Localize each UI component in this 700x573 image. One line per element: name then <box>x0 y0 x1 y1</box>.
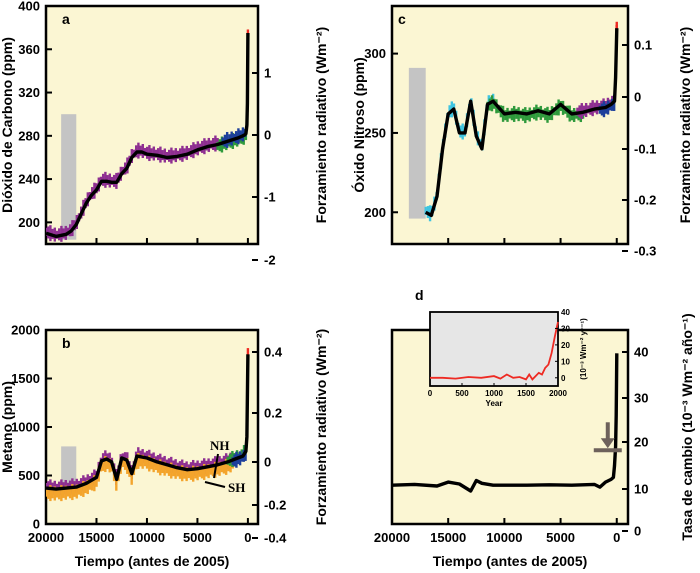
panel-letter-a: a <box>62 11 70 27</box>
inset-ylabel: (10⁻³ Wm⁻² yr⁻¹) <box>579 318 588 380</box>
inset-y-tick-label: 40 <box>561 308 570 317</box>
x-tick-label: 0 <box>244 530 251 545</box>
panel-a-ylabel: Dióxido de Carbono (ppm) <box>0 37 15 213</box>
panel-d-ylabel-right: Tasa de cambio (10⁻³ Wm⁻² año⁻¹) <box>679 313 695 540</box>
y-tick-label: 500 <box>18 468 40 483</box>
panel-letter-c: c <box>398 11 406 27</box>
panel-c-ylabel-right: Forzamiento radiativo (Wm⁻²) <box>677 27 693 223</box>
y-right-tick-label: 10 <box>634 482 648 497</box>
panel-a-plot <box>46 29 250 242</box>
y-tick-label: 400 <box>18 0 40 14</box>
inset-y-tick-label: 10 <box>561 357 570 366</box>
y-tick-label: 200 <box>364 205 386 220</box>
gray-bar <box>61 114 77 240</box>
y-right-tick-label: 0 <box>634 524 641 539</box>
panel-b-ylabel: Metano (ppm) <box>0 381 15 473</box>
x-tick-label: 5000 <box>546 530 575 545</box>
series-line <box>424 28 619 218</box>
y-right-tick-label: -2 <box>264 253 276 268</box>
inset-xlabel: Year <box>486 399 503 408</box>
panel-d-xlabel: Tiempo (antes de 2005) <box>433 553 588 569</box>
inset-series-line <box>430 321 559 381</box>
panel-c-ylabel: Óxido Nitroso (ppm) <box>350 57 367 192</box>
y-tick-label: 240 <box>18 172 40 187</box>
y-right-tick-label: 30 <box>634 391 648 406</box>
panel-d-plot <box>392 353 622 493</box>
x-tick-label: 15000 <box>430 530 466 545</box>
y-tick-label: 280 <box>18 128 40 143</box>
x-tick-label: 5000 <box>183 530 212 545</box>
annotation-nh: NH <box>210 438 230 453</box>
y-right-tick-label: 0.4 <box>264 345 283 360</box>
x-tick-label: 20000 <box>374 530 410 545</box>
inset-y-tick-label: 20 <box>561 341 570 350</box>
panel-letter-b: b <box>62 335 71 351</box>
y-right-tick-label: -0.1 <box>634 142 656 157</box>
y-right-tick-label: 40 <box>634 345 648 360</box>
y-right-tick-label: -0.2 <box>264 498 286 513</box>
series-line <box>392 353 619 493</box>
annotation-nh-leader <box>213 453 219 479</box>
y-right-tick-label: 0.2 <box>264 406 282 421</box>
panel-a-ylabel-right: Forzamiento radiativo (Wm⁻²) <box>313 27 329 223</box>
y-right-tick-label: 0 <box>264 128 271 143</box>
panel-b-xlabel: Tiempo (antes de 2005) <box>75 553 230 569</box>
inset-x-tick-label: 0 <box>428 389 433 398</box>
series-line <box>46 354 250 491</box>
inset-background <box>429 311 559 387</box>
y-right-tick-label: -0.4 <box>264 531 287 546</box>
y-tick-label: 360 <box>18 42 40 57</box>
inset-y-tick-label: 30 <box>561 324 570 333</box>
y-tick-label: 300 <box>364 46 386 61</box>
y-tick-label: 1000 <box>11 420 40 435</box>
y-right-tick-label: 0.1 <box>634 38 652 53</box>
y-tick-label: 250 <box>364 125 386 140</box>
x-tick-label: 20000 <box>28 530 64 545</box>
x-tick-label: 15000 <box>78 530 114 545</box>
inset-x-tick-label: 500 <box>455 389 469 398</box>
gray-bar <box>408 67 426 219</box>
panel-c-plot <box>408 21 619 222</box>
y-tick-label: 2000 <box>11 323 40 338</box>
arrow-marker-head <box>600 438 615 449</box>
y-right-tick-label: 0 <box>264 455 271 470</box>
panel-b-plot <box>46 348 250 502</box>
inset-x-tick-label: 2000 <box>549 389 567 398</box>
x-tick-label: 10000 <box>129 530 165 545</box>
x-tick-label: 0 <box>613 530 620 545</box>
y-right-tick-label: 0 <box>634 90 641 105</box>
inset-x-tick-label: 1000 <box>485 389 503 398</box>
y-tick-label: 1500 <box>11 371 40 386</box>
x-tick-label: 10000 <box>486 530 522 545</box>
y-right-tick-label: 1 <box>264 66 271 81</box>
y-tick-label: 200 <box>18 215 40 230</box>
inset-x-tick-label: 1500 <box>517 389 535 398</box>
axes-ticks: 40036032028024020010-1-22000150010005000… <box>11 0 656 546</box>
y-right-tick-label: -1 <box>264 190 276 205</box>
panel-a-background <box>44 4 260 246</box>
inset-plot: 0 500 1000 1500 2000 40 30 20 10 0 <box>428 308 571 398</box>
y-tick-label: 0 <box>33 517 40 532</box>
panel-letter-d: d <box>415 287 424 303</box>
panel-c-background <box>390 4 630 246</box>
annotation-sh-leader <box>204 481 226 488</box>
panel-b-ylabel-right: Forzamiento radiativo (Wm⁻²) <box>313 329 329 525</box>
annotation-sh: SH <box>228 480 245 495</box>
y-right-tick-label: 20 <box>634 435 648 450</box>
y-right-tick-label: -0.2 <box>634 193 656 208</box>
series-line <box>46 32 250 239</box>
inset-y-tick-label: 0 <box>561 374 566 383</box>
y-tick-label: 320 <box>18 85 40 100</box>
y-right-tick-label: -0.3 <box>634 244 656 259</box>
